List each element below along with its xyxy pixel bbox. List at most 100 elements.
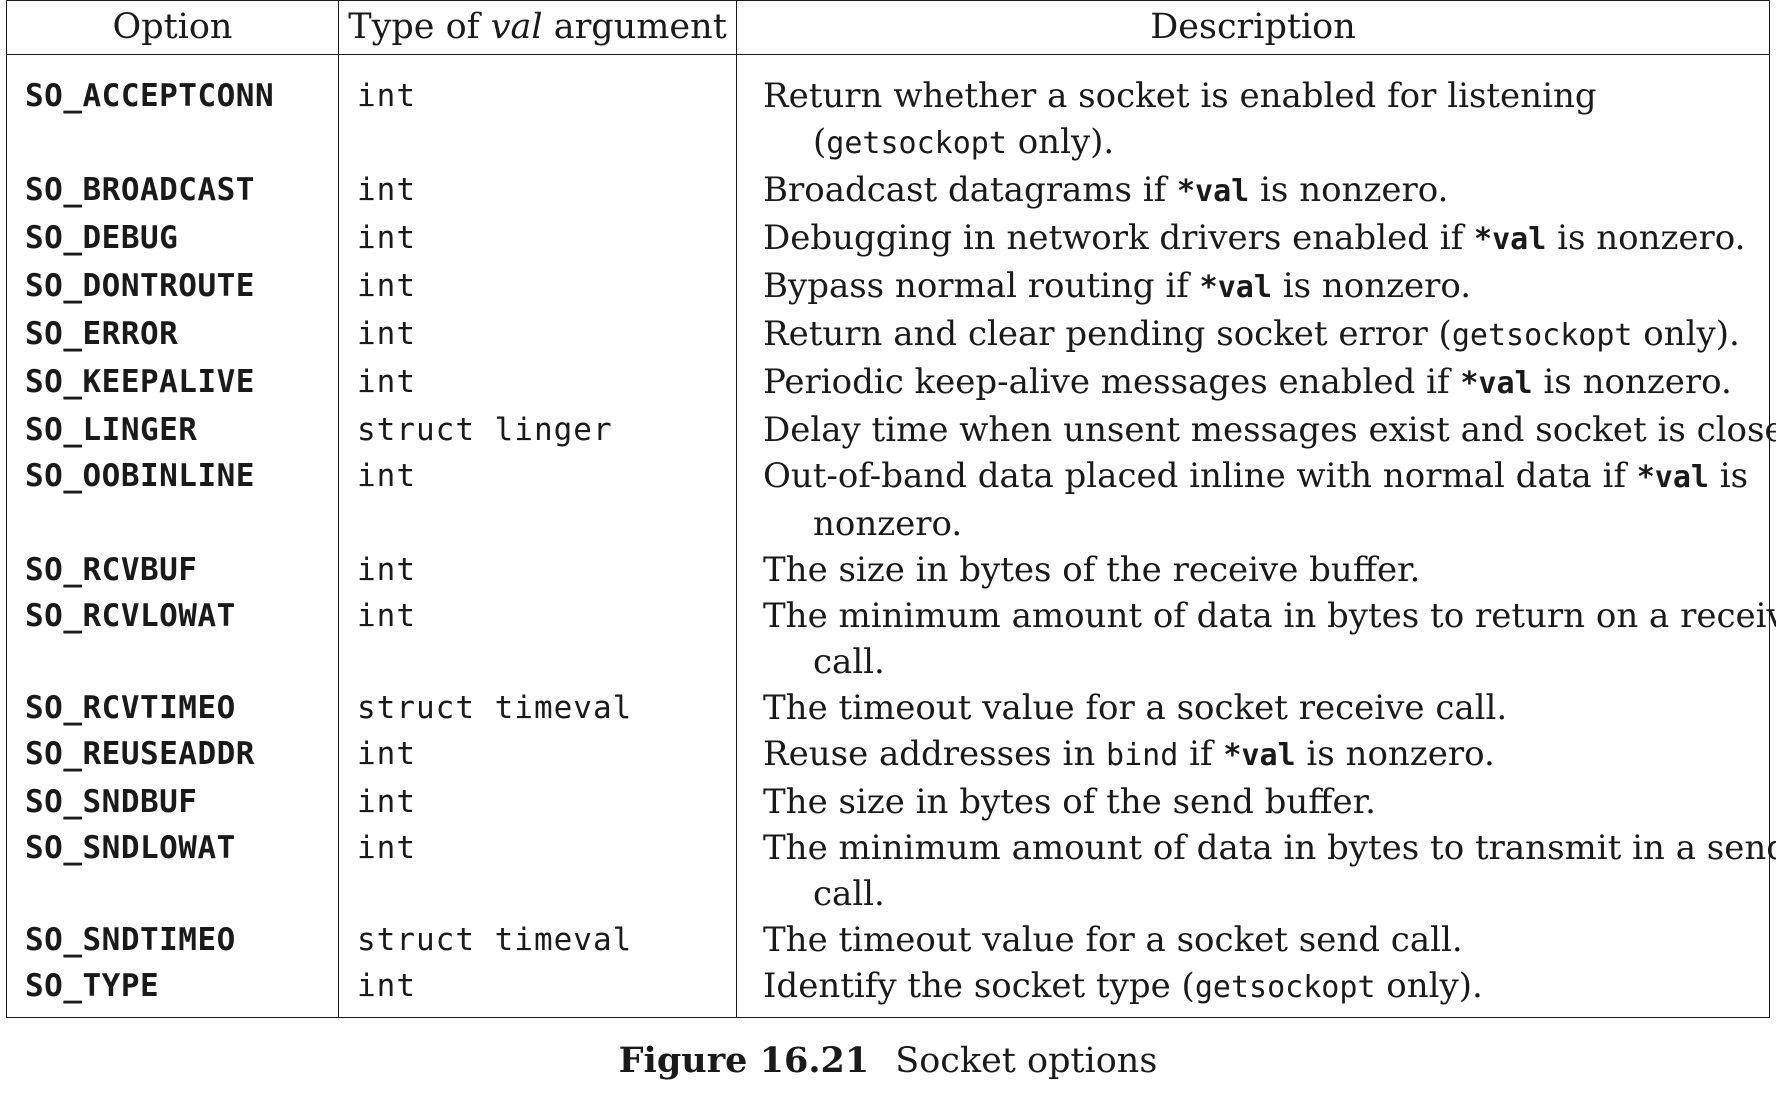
table-row: SO_SNDLOWAT int The minimum amount of data… [6, 825, 1776, 917]
option-name: SO_RCVTIMEO [6, 685, 339, 731]
description-text: Debugging in network drivers enabled if [763, 218, 1475, 258]
description-line: Return whether a socket is enabled for l… [763, 73, 1761, 119]
table-row: SO_DEBUG int Debugging in network drivers … [6, 215, 1770, 263]
val-reference: *val [1223, 738, 1296, 773]
description-line: (getsockopt only). [763, 119, 1761, 167]
option-name: SO_DEBUG [6, 215, 339, 263]
val-type: int [338, 453, 737, 547]
description-text: Broadcast datagrams if [763, 170, 1177, 210]
description-text: Delay time when unsent messages exist an… [763, 410, 1776, 450]
description-text: The size in bytes of the send buffer. [763, 782, 1376, 822]
description-text: Bypass normal routing if [763, 266, 1200, 306]
table-row: SO_SNDBUF int The size in bytes of the sen… [6, 779, 1770, 825]
description-text: is nonzero. [1271, 266, 1472, 306]
option-description: The minimum amount of data in bytes to r… [736, 593, 1776, 685]
option-description: Return whether a socket is enabled for l… [736, 59, 1770, 167]
description-line: nonzero. [763, 501, 1761, 547]
description-line: The size in bytes of the receive buffer. [763, 547, 1761, 593]
header-gap-cell [736, 54, 1770, 59]
description-line: Reuse addresses in bind if *val is nonze… [763, 731, 1761, 779]
description-text: Return and clear pending socket error ( [763, 314, 1452, 354]
val-reference: *val [1636, 460, 1709, 495]
val-reference: *val [1474, 222, 1547, 257]
val-type: int [338, 593, 737, 685]
socket-options-table-wrap: Option Type of val argument Description … [6, 0, 1776, 1018]
figure-number: Figure 16.21 [618, 1040, 870, 1081]
header-type: Type of val argument [338, 0, 737, 55]
option-description: Identify the socket type (getsockopt onl… [736, 963, 1770, 1018]
description-line: The timeout value for a socket receive c… [763, 685, 1761, 731]
option-name: SO_ACCEPTCONN [6, 59, 339, 167]
description-text: The size in bytes of the receive buffer. [763, 550, 1421, 590]
description-text: only). [1632, 314, 1740, 354]
option-name: SO_LINGER [6, 407, 339, 453]
option-name: SO_RCVBUF [6, 547, 339, 593]
description-line: call. [763, 871, 1761, 917]
description-line: Debugging in network drivers enabled if … [763, 215, 1761, 263]
val-type: struct timeval [338, 917, 737, 963]
option-name: SO_KEEPALIVE [6, 359, 339, 407]
description-line: Return and clear pending socket error (g… [763, 311, 1761, 359]
description-text: if [1178, 734, 1224, 774]
table-row: SO_KEEPALIVE int Periodic keep-alive messa… [6, 359, 1770, 407]
table-row: SO_ACCEPTCONN int Return whether a socket … [6, 59, 1770, 167]
description-text: only). [1006, 122, 1115, 162]
option-description: The timeout value for a socket receive c… [736, 685, 1770, 731]
table-row: SO_REUSEADDR int Reuse addresses in bind i… [6, 731, 1770, 779]
header-double-rule-gap [6, 54, 1770, 59]
description-text: is nonzero. [1532, 362, 1732, 402]
description-text: only). [1375, 966, 1483, 1006]
table-row: SO_LINGER struct linger Delay time when un… [6, 407, 1776, 453]
option-description: Broadcast datagrams if *val is nonzero. [736, 167, 1770, 215]
header-type-suffix: argument [542, 7, 727, 47]
description-text: The minimum amount of data in bytes to t… [763, 828, 1776, 868]
option-description: Delay time when unsent messages exist an… [736, 407, 1776, 453]
description-text: call. [813, 874, 885, 914]
description-text: The minimum amount of data in bytes to r… [763, 596, 1776, 636]
table-row: SO_DONTROUTE int Bypass normal routing if … [6, 263, 1770, 311]
header-option: Option [6, 0, 339, 55]
val-type: int [338, 825, 737, 917]
description-text: is [1708, 456, 1749, 496]
option-name: SO_SNDLOWAT [6, 825, 339, 917]
description-text: Out-of-band data placed inline with norm… [763, 456, 1637, 496]
description-text: Reuse addresses in [763, 734, 1107, 774]
option-description: The size in bytes of the receive buffer. [736, 547, 1770, 593]
option-name: SO_SNDBUF [6, 779, 339, 825]
val-type: int [338, 311, 737, 359]
description-line: The size in bytes of the send buffer. [763, 779, 1761, 825]
option-name: SO_REUSEADDR [6, 731, 339, 779]
description-line: The minimum amount of data in bytes to t… [763, 825, 1776, 871]
option-description: The size in bytes of the send buffer. [736, 779, 1770, 825]
figure-title: Socket options [895, 1041, 1158, 1081]
option-name: SO_RCVLOWAT [6, 593, 339, 685]
function-name: bind [1106, 738, 1179, 773]
description-line: Periodic keep-alive messages enabled if … [763, 359, 1761, 407]
description-line: Broadcast datagrams if *val is nonzero. [763, 167, 1761, 215]
description-line: Out-of-band data placed inline with norm… [763, 453, 1761, 501]
option-description: Return and clear pending socket error (g… [736, 311, 1770, 359]
description-text: Identify the socket type ( [763, 966, 1195, 1006]
table-row: SO_BROADCAST int Broadcast datagrams if *v… [6, 167, 1770, 215]
table-body: SO_ACCEPTCONN int Return whether a socket … [6, 59, 1776, 1018]
val-reference: *val [1199, 270, 1272, 305]
description-line: call. [763, 639, 1761, 685]
option-description: Debugging in network drivers enabled if … [736, 215, 1770, 263]
table-row: SO_OOBINLINE int Out-of-band data placed i… [6, 453, 1770, 547]
description-line: Bypass normal routing if *val is nonzero… [763, 263, 1761, 311]
table-row: SO_ERROR int Return and clear pending sock… [6, 311, 1770, 359]
description-text: Periodic keep-alive messages enabled if [763, 362, 1461, 402]
val-type: int [338, 59, 737, 167]
description-text: ( [813, 122, 827, 162]
table-row: SO_TYPE int Identify the socket type (gets… [6, 963, 1770, 1018]
table-row: SO_RCVBUF int The size in bytes of the rec… [6, 547, 1770, 593]
option-description: Bypass normal routing if *val is nonzero… [736, 263, 1770, 311]
val-type: int [338, 547, 737, 593]
val-type: struct linger [338, 407, 737, 453]
option-name: SO_TYPE [6, 963, 339, 1018]
val-reference: *val [1460, 366, 1533, 401]
description-line: Delay time when unsent messages exist an… [763, 407, 1776, 453]
description-text: is nonzero. [1546, 218, 1746, 258]
option-name: SO_OOBINLINE [6, 453, 339, 547]
function-name: getsockopt [1451, 318, 1633, 353]
